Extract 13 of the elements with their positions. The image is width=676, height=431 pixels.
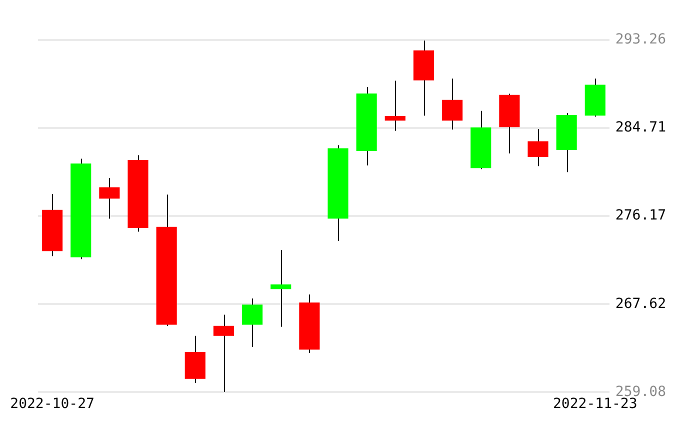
candlestick	[242, 298, 263, 348]
candlestick	[99, 178, 120, 220]
candlestick	[270, 250, 292, 328]
candlestick	[384, 80, 406, 132]
y-tick-label: 293.26	[615, 32, 666, 48]
y-tick-label: 276.17	[615, 208, 666, 224]
x-tick-label: 2022-10-27	[10, 396, 94, 412]
candlestick	[528, 128, 548, 167]
candlestick	[442, 78, 463, 130]
y-tick-label: 267.62	[615, 296, 666, 312]
candlestick	[213, 314, 234, 392]
y-tick-label: 284.71	[615, 120, 666, 136]
x-tick-label: 2022-11-23	[552, 396, 638, 412]
